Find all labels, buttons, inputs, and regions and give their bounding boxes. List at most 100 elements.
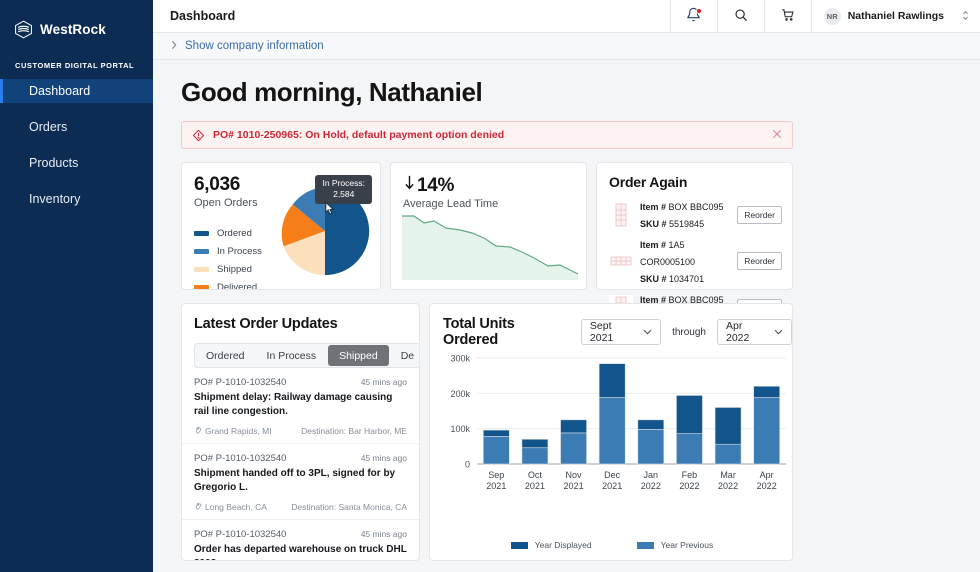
order-again-item-number: Item # 1A5 COR0005100 (640, 240, 695, 267)
legend-item-ordered: Ordered (194, 228, 380, 239)
greeting-heading: Good morning, Nathaniel (181, 77, 483, 107)
origin-text: Long Beach, CA (205, 501, 267, 512)
open-orders-pie-chart[interactable] (279, 185, 371, 277)
reorder-button[interactable]: Reorder (737, 252, 782, 271)
date-from-select[interactable]: Sept 2021 (580, 319, 662, 345)
svg-text:2021: 2021 (602, 481, 622, 491)
order-again-title: Order Again (609, 174, 688, 190)
notification-badge (695, 8, 702, 14)
tab-delivered[interactable]: De (400, 349, 415, 362)
update-destination: Destination: Bar Harbor, ME (301, 425, 407, 436)
legend-item-year-previous: Year Previous (636, 540, 714, 550)
legend-label: Delivered (217, 282, 258, 290)
total-units-title: Total Units Ordered (443, 316, 515, 348)
svg-text:Sep: Sep (488, 470, 504, 480)
date-from-value: Sept 2021 (589, 320, 614, 344)
legend-item-delivered: Delivered (194, 282, 380, 290)
chevron-down-icon (643, 326, 652, 338)
lead-time-label: Average Lead Time (403, 198, 499, 210)
update-origin: Long Beach, CA (194, 501, 267, 512)
origin-text: Grand Rapids, MI (205, 425, 272, 436)
chart-legend: Year Displayed Year Previous (430, 540, 794, 550)
cart-button[interactable] (763, 0, 811, 32)
sidebar-item-orders[interactable]: Orders (0, 115, 153, 139)
sidebar-item-products[interactable]: Products (0, 151, 153, 175)
update-po: PO# P-1010-1032540 (194, 377, 287, 388)
close-icon[interactable] (772, 129, 782, 141)
date-to-select[interactable]: Apr 2022 (716, 319, 792, 345)
order-again-sku: SKU # 5519845 (640, 219, 704, 229)
legend-swatch (194, 231, 209, 236)
order-again-item: Item # 1A5 COR0005100 SKU # 1034701 Reor… (609, 236, 792, 286)
main-area: Dashboard (153, 0, 980, 572)
reorder-button[interactable]: Reorder (737, 205, 782, 224)
svg-text:2022: 2022 (641, 481, 661, 491)
update-po: PO# P-1010-1032540 (194, 453, 287, 464)
sidebar-item-dashboard[interactable]: Dashboard (0, 79, 153, 103)
svg-text:Oct: Oct (528, 470, 543, 480)
show-company-information-link[interactable]: Show company information (185, 40, 324, 52)
legend-label: Year Previous (660, 540, 714, 550)
sidebar-item-inventory[interactable]: Inventory (0, 187, 153, 211)
order-again-item-info: Item # 1A5 COR0005100 SKU # 1034701 (640, 236, 730, 286)
sidebar-item-label: Dashboard (29, 84, 91, 98)
total-units-header: Total Units Ordered Sept 2021 through (430, 316, 792, 348)
search-button[interactable] (716, 0, 764, 32)
user-menu[interactable]: NR Nathaniel Rawlings (810, 0, 980, 32)
date-to-value: Apr 2022 (725, 320, 750, 344)
open-orders-card: 6,036 Open Orders Ordered In Process (181, 162, 381, 290)
summary-cards-row: 6,036 Open Orders Ordered In Process (181, 162, 964, 322)
legend-swatch (194, 285, 209, 289)
sku-label: SKU # (640, 218, 667, 229)
search-icon (734, 8, 748, 25)
pie-tooltip: In Process: 2,584 (315, 175, 372, 204)
update-header: PO# P-1010-1032540 45 mins ago (194, 529, 407, 540)
total-units-ordered-card: Total Units Ordered Sept 2021 through (429, 303, 793, 561)
open-orders-value: 6,036 (194, 174, 241, 195)
legend-swatch (510, 541, 528, 549)
legend-swatch (636, 541, 654, 549)
brand-name: WestRock (40, 22, 106, 37)
update-destination: Destination: Santa Monica, CA (291, 501, 407, 512)
tab-ordered[interactable]: Ordered (206, 349, 245, 362)
map-pin-icon (194, 501, 202, 512)
sidebar-item-label: Orders (29, 120, 68, 134)
latest-order-updates-title: Latest Order Updates (194, 316, 338, 332)
legend-item-year-displayed: Year Displayed (510, 540, 592, 550)
sidebar-item-label: Products (29, 156, 79, 170)
lead-time-value: 14% (417, 174, 455, 196)
sidebar-nav: Dashboard Orders Products Inventory (0, 79, 153, 211)
list-item[interactable]: PO# P-1010-1032540 45 mins ago Order has… (182, 520, 419, 560)
update-time: 45 mins ago (360, 453, 407, 463)
brand[interactable]: WestRock (0, 0, 153, 46)
svg-text:200k: 200k (450, 389, 470, 399)
list-item[interactable]: PO# P-1010-1032540 45 mins ago Shipment … (182, 444, 419, 520)
lead-time-sparkline (402, 215, 578, 280)
bottom-cards-row: Latest Order Updates Ordered In Process … (181, 303, 964, 561)
breadcrumb: Show company information (153, 33, 980, 60)
legend-swatch (194, 267, 209, 272)
chevron-right-icon (170, 40, 178, 53)
total-units-bar-chart[interactable]: 0 100k 200k 300k Sep 2021 Oct 2021 Nov 2021 Dec 202… (430, 352, 794, 502)
chevron-up-down-icon (961, 9, 970, 24)
svg-text:Feb: Feb (682, 470, 698, 480)
order-status-tabs: Ordered In Process Shipped De (194, 343, 419, 368)
westrock-hexagon-logo-icon (14, 20, 33, 39)
order-again-item-info: Item # BOX BBC095 SKU # 5519845 (640, 198, 730, 231)
sidebar: WestRock CUSTOMER DIGITAL PORTAL Dashboa… (0, 0, 153, 572)
list-item[interactable]: PO# P-1010-1032540 45 mins ago Shipment … (182, 368, 419, 444)
user-name: Nathaniel Rawlings (847, 10, 944, 22)
sku-value: 1034701 (669, 273, 705, 284)
svg-text:Nov: Nov (566, 470, 583, 480)
notifications-button[interactable] (669, 0, 717, 32)
latest-order-updates-card: Latest Order Updates Ordered In Process … (181, 303, 420, 561)
pie-legend: Ordered In Process Shipped Delivere (194, 228, 380, 290)
svg-text:0: 0 (465, 460, 470, 470)
legend-label: Shipped (217, 264, 252, 275)
topbar-actions: NR Nathaniel Rawlings (669, 0, 980, 32)
tab-shipped[interactable]: Shipped (328, 345, 389, 366)
topbar: Dashboard (153, 0, 980, 33)
tab-in-process[interactable]: In Process (266, 349, 317, 362)
pie-tooltip-value: 2,584 (333, 189, 355, 200)
through-label: through (672, 326, 706, 338)
